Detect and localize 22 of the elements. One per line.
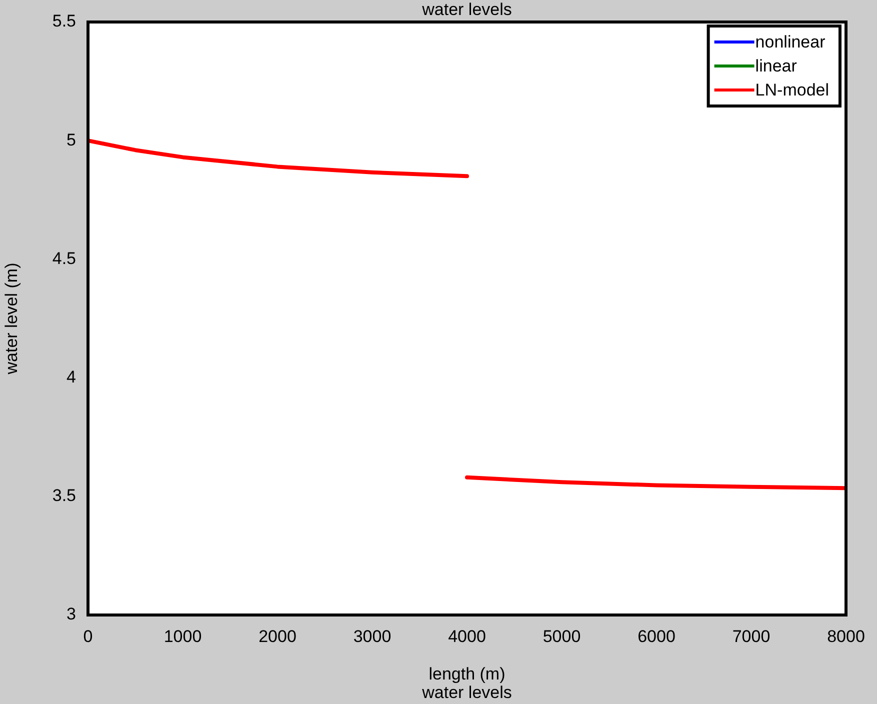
text: water levels bbox=[421, 683, 512, 702]
y-tick-label: 4 bbox=[66, 367, 76, 386]
legend-label: nonlinear bbox=[755, 32, 826, 52]
x-tick-label: 3000 bbox=[353, 626, 392, 646]
y-tick-label: 3.5 bbox=[52, 486, 76, 506]
x-tick-label: 8000 bbox=[827, 626, 865, 646]
y-tick-label: 3 bbox=[66, 604, 76, 624]
x-tick-label: 4000 bbox=[448, 626, 486, 646]
x-tick-label: 1000 bbox=[164, 626, 202, 646]
x-axis-title: length (m) bbox=[428, 664, 506, 684]
x-tick-label: 2000 bbox=[258, 626, 296, 646]
x-tick-label: 7000 bbox=[732, 626, 770, 646]
y-tick-label: 5 bbox=[66, 130, 76, 150]
legend-label: linear bbox=[755, 56, 798, 76]
x-tick-label: 5000 bbox=[542, 626, 581, 646]
legend-label: LN-model bbox=[755, 80, 830, 100]
x-tick-label: 0 bbox=[83, 626, 93, 646]
y-tick-label: 5.5 bbox=[52, 12, 76, 31]
y-tick-label: 4.5 bbox=[52, 248, 76, 268]
x-tick-label: 6000 bbox=[638, 626, 676, 646]
chart-title: water levels bbox=[421, 0, 512, 19]
y-axis-title: water level (m) bbox=[2, 262, 21, 376]
